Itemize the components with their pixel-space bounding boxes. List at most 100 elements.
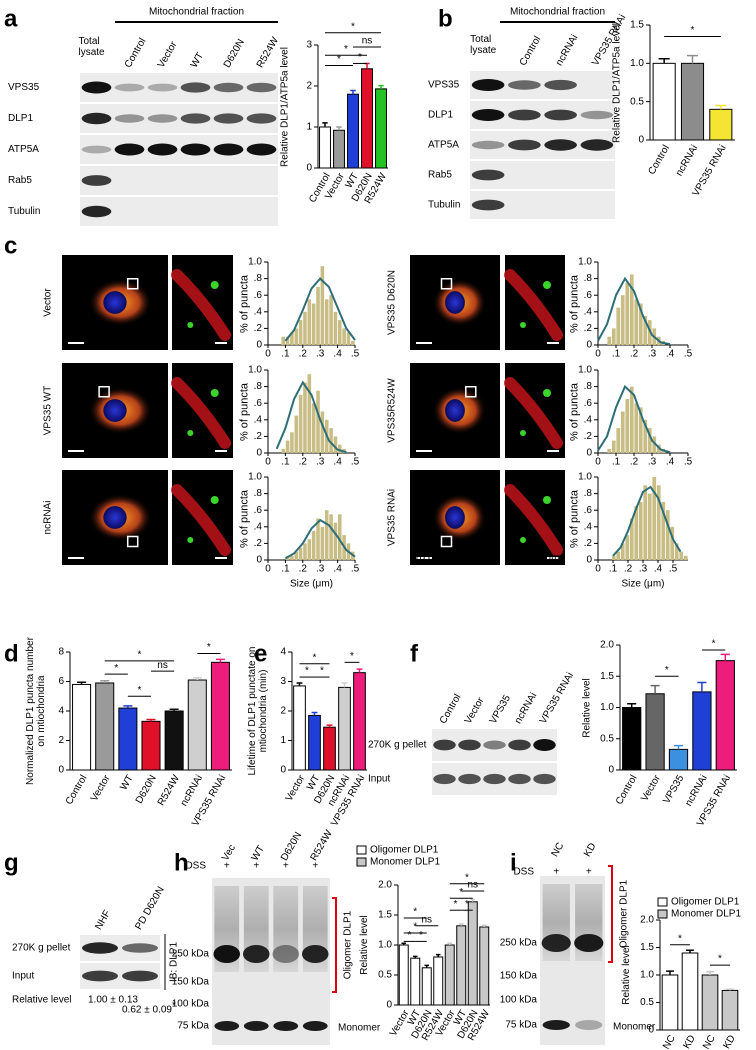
- sig-label: *: [691, 25, 695, 36]
- y-tick-label: 1.0: [578, 365, 592, 376]
- y-tick-label: .2: [584, 323, 593, 334]
- hist-bar: [351, 340, 355, 345]
- x-tick-label: 0: [265, 564, 271, 575]
- sig-label: *: [718, 954, 722, 965]
- y-tick-label: 0: [306, 163, 312, 174]
- mw-marker: 150 kDa: [500, 971, 538, 982]
- hist-bar: [679, 551, 684, 560]
- hist-bar: [607, 336, 612, 345]
- y-tick-label: .2: [584, 431, 593, 442]
- band: [508, 139, 541, 151]
- y-tick-label: 1.0: [578, 257, 592, 268]
- hist-bar: [656, 444, 661, 453]
- sig-label: *: [313, 652, 317, 663]
- y-tick-label: 0: [586, 555, 592, 566]
- bar: [353, 672, 366, 771]
- zoom-puncta: [187, 322, 194, 328]
- error-bar: [296, 682, 303, 686]
- hist-bar: [294, 551, 299, 560]
- y-tick-label: .6: [254, 290, 263, 301]
- legend-label: Oligomer DLP1: [370, 845, 439, 856]
- bar: [308, 714, 321, 771]
- hist-bar: [647, 493, 652, 560]
- row-label: 270K g pellet: [368, 740, 427, 751]
- error-bar: [215, 658, 225, 663]
- sig-label: *: [358, 52, 362, 63]
- zoom-puncta: [210, 496, 219, 504]
- x-axis-label: Size (μm): [290, 579, 333, 590]
- sig-label: *: [413, 907, 417, 918]
- zoom-puncta: [210, 281, 219, 289]
- y-tick-label: 0: [608, 765, 614, 776]
- sig-label: *: [408, 930, 412, 941]
- panel-label: i: [510, 849, 517, 876]
- hist-bar: [625, 535, 630, 560]
- y-axis-label: % of puncta: [567, 489, 580, 548]
- zoom-mito: [504, 484, 563, 556]
- band: [81, 175, 112, 186]
- x-tick-label: .3: [316, 349, 325, 360]
- y-tick-label: .8: [254, 273, 263, 284]
- error-bar: [100, 680, 110, 683]
- error-bar: [322, 122, 328, 127]
- mw-marker: 250 kDa: [500, 938, 538, 949]
- nucleus: [103, 506, 127, 529]
- sig-label: ns: [467, 880, 478, 891]
- y-tick-label: 0: [256, 340, 262, 351]
- band: [147, 114, 178, 123]
- y-tick-label: 1.0: [578, 472, 592, 483]
- band: [114, 83, 145, 92]
- band: [180, 113, 211, 124]
- hist-bar: [329, 428, 333, 453]
- hist-bar: [634, 403, 639, 453]
- hist-bar: [652, 477, 657, 560]
- roi-box: [440, 278, 453, 290]
- lane-label: WT: [189, 51, 206, 70]
- nucleus: [103, 291, 127, 314]
- x-tick-label: Vector: [639, 773, 663, 804]
- hist-bar: [290, 432, 294, 453]
- bar: [319, 126, 331, 169]
- bar: [661, 974, 679, 1031]
- y-tick-label: 0: [256, 555, 262, 566]
- y-tick-label: .2: [254, 323, 263, 334]
- x-tick-label: KD: [721, 1033, 737, 1050]
- hist-bar: [298, 320, 303, 345]
- bar: [456, 925, 467, 1006]
- zoom-puncta: [543, 281, 551, 289]
- band: [574, 934, 604, 952]
- error-bar: [364, 62, 370, 69]
- x-tick-label: VPS35: [661, 773, 686, 806]
- y-tick-label: 3: [306, 40, 312, 51]
- bar: [72, 683, 92, 771]
- band: [541, 934, 571, 952]
- hist-bar: [338, 514, 342, 560]
- hist-bar: [324, 510, 329, 560]
- bar: [680, 62, 705, 141]
- panel-label: e: [254, 640, 267, 667]
- hist-bar: [281, 336, 285, 345]
- x-tick-label: .1: [281, 349, 290, 360]
- sign: +: [253, 861, 259, 872]
- band: [213, 113, 244, 124]
- sample-label: VPS35 RNAi: [387, 489, 398, 546]
- band: [214, 1021, 240, 1031]
- bar: [333, 129, 345, 169]
- sig-label: *: [419, 930, 423, 941]
- hist-bar: [307, 539, 312, 560]
- x-tick-label: 0: [265, 349, 271, 360]
- y-tick-label: 0: [256, 448, 262, 459]
- hist-bar: [320, 526, 325, 560]
- row-label: Rab5: [8, 175, 32, 186]
- band: [81, 112, 112, 125]
- y-tick-label: .2: [254, 431, 263, 442]
- mw-marker: 75 kDa: [177, 1021, 209, 1032]
- sig-label: *: [350, 651, 354, 662]
- hist-bar: [683, 555, 688, 560]
- band: [508, 109, 541, 121]
- row-label: DLP1: [428, 110, 453, 121]
- lane-label: Total lysate: [470, 34, 497, 56]
- y-tick-label: 4: [280, 647, 286, 658]
- oligomer-label: Oligomer DLP1: [619, 879, 630, 948]
- bar: [375, 88, 387, 169]
